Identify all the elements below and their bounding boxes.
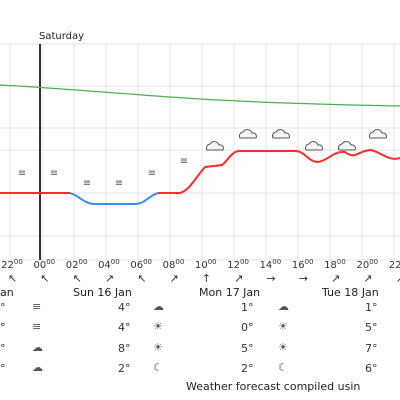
hour-label: 0000 [33,258,56,271]
temp-cell: 1° [241,301,254,314]
fog-icon: ≡ [50,168,58,179]
fog-icon: ≡ [32,300,42,313]
wind-arrow-icon: ↗ [104,272,115,285]
hour-label: 1400 [259,258,282,271]
wind-arrow-icon: → [298,272,308,285]
temp-cell: 7° [365,342,378,355]
temperature-line-warm-a [158,148,400,194]
wind-arrow-icon: ↖ [137,272,147,285]
temp-cell: 1° [365,301,378,314]
hour-label: 0200 [65,258,88,271]
temp-cell: 4° [118,321,131,334]
chart-grid [0,43,400,261]
cloud-icon [368,129,387,139]
wind-arrow-icon: ↖ [8,272,18,285]
cloud-icon [271,129,290,139]
wind-arrow-icon: ↗ [396,272,400,285]
temp-cell: ° [0,362,6,375]
hour-label: 1800 [324,258,346,271]
cloud-icon: ☁ [32,361,43,374]
weather-icons: ≡ ≡ ≡ ≡ ≡ ≡ [18,129,387,189]
cloud-icon [205,141,224,151]
fog-icon: ≡ [148,168,156,179]
wind-arrow-icon: ↗ [331,272,341,285]
temp-cell: 5° [241,342,254,355]
fog-icon: ≡ [83,178,91,189]
temp-cell: 0° [241,321,254,334]
hour-label: 1200 [227,258,249,271]
cloud-icon [238,129,257,139]
wind-arrow-icon: → [266,272,276,285]
temp-cell: 5° [365,321,378,334]
hour-label: 0800 [162,258,185,271]
day-label-sun: Sun 16 Jan [73,286,132,299]
cloud-icon [337,141,356,151]
moon-icon: ☾ [278,361,288,374]
day-label-mon: Mon 17 Jan [199,286,261,299]
wind-arrow-icon: ↑ [201,272,212,285]
fog-icon: ≡ [115,178,123,189]
cloud-icon: ☁ [153,300,164,313]
temperature-line-cold [69,192,159,205]
temp-cell: ° [0,301,6,314]
temp-cell: 6° [365,362,378,375]
hour-label: 0600 [130,258,153,271]
fog-icon: ≡ [32,320,42,333]
sun-icon: ☀ [278,320,288,333]
temp-cell: 8° [118,342,131,355]
temp-cell: 2° [118,362,131,375]
hour-label: 0400 [98,258,120,271]
cloud-icon [304,141,323,151]
temp-cell: 4° [118,301,131,314]
day-label-saturday: Saturday [39,31,85,42]
sun-icon: ☀ [153,341,163,354]
footer-credit: Weather forecast compiled usin [186,380,361,393]
hour-label: 2200 [388,260,400,271]
wind-arrow-icon: ↗ [363,272,373,285]
sun-icon: ☀ [153,320,163,333]
fog-icon: ≡ [180,156,188,167]
temp-cell: ° [0,321,6,334]
hour-label: 1600 [291,258,314,271]
sun-icon: ☀ [278,341,288,354]
hour-label: 2200 [1,258,23,271]
hour-label: 2000 [356,258,379,271]
cloud-icon: ☁ [278,300,289,313]
cloud-icon: ☁ [32,341,43,354]
meteogram-chart: ≡ ≡ ≡ ≡ ≡ ≡ [0,43,400,261]
wind-arrow-icon: ↖ [40,272,50,285]
moon-icon: ☾ [153,361,163,374]
temp-cell: 2° [241,362,254,375]
fog-icon: ≡ [18,168,26,179]
temp-cell: ° [0,342,6,355]
day-label-partial: an [0,286,14,299]
pressure-line [0,84,400,107]
hour-label: 1000 [194,258,217,271]
wind-arrow-icon: ↖ [72,272,82,285]
day-label-tue: Tue 18 Jan [322,286,379,299]
wind-arrow-icon: ↗ [169,272,179,285]
wind-arrow-icon: ↗ [234,272,244,285]
